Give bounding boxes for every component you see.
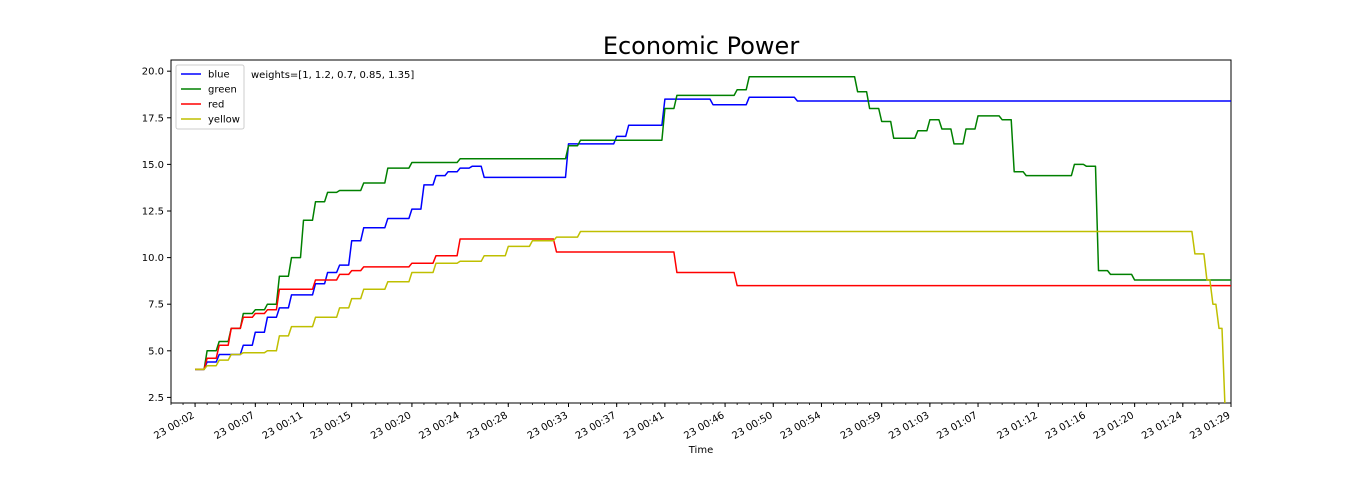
- y-tick-label: 20.0: [142, 67, 164, 78]
- x-tick-label: 23 00:07: [213, 410, 257, 442]
- x-tick-label: 23 00:41: [622, 410, 666, 442]
- series-line-blue: [195, 96, 1231, 371]
- x-tick-label: 23 00:24: [417, 410, 461, 442]
- series-line-red: [195, 238, 1231, 371]
- x-tick-label: 23 01:24: [1140, 410, 1184, 442]
- x-axis-title: Time: [688, 445, 713, 456]
- x-tick-label: 23 01:20: [1092, 410, 1136, 442]
- y-tick-label: 10.0: [142, 253, 164, 264]
- x-tick-label: 23 01:29: [1188, 410, 1232, 442]
- y-tick-label: 5.0: [148, 346, 164, 357]
- weights-annotation: weights=[1, 1.2, 0.7, 0.85, 1.35]: [251, 70, 414, 81]
- x-tick-label: 23 01:07: [935, 410, 979, 442]
- x-tick-label: 23 00:37: [574, 410, 618, 442]
- y-tick-label: 7.5: [148, 300, 164, 311]
- legend-label-yellow: yellow: [208, 115, 240, 126]
- x-tick-label: 23 00:20: [369, 410, 413, 442]
- x-tick-label: 23 00:33: [526, 410, 570, 442]
- x-tick-label: 23 00:54: [779, 410, 823, 442]
- series-layer: [195, 76, 1231, 403]
- legend-label-green: green: [208, 85, 237, 96]
- x-tick-label: 23 00:59: [839, 410, 883, 442]
- series-line-green: [195, 76, 1231, 371]
- x-tick-label: 23 00:50: [731, 410, 775, 442]
- y-tick-label: 2.5: [148, 393, 164, 404]
- x-tick-label: 23 01:16: [1044, 410, 1088, 442]
- legend: blue green red yellow: [175, 64, 245, 130]
- y-axis: 2.5 5.0 7.5 10.0 12.5 15.0 17.5 20.0: [142, 67, 171, 404]
- x-axis: 23 00:02 23 00:07 23 00:11 23 00:15 23 00:20…: [152, 403, 1233, 442]
- x-tick-label: 23 00:02: [152, 410, 196, 442]
- legend-box: [175, 64, 245, 130]
- legend-label-red: red: [208, 100, 224, 111]
- x-tick-label: 23 01:12: [996, 410, 1040, 442]
- x-tick-label: 23 00:46: [682, 410, 726, 442]
- chart-title: Economic Power: [603, 32, 800, 60]
- series-line-yellow: [195, 230, 1226, 403]
- x-tick-label: 23 00:15: [309, 410, 353, 442]
- y-tick-label: 17.5: [142, 113, 164, 124]
- y-tick-label: 12.5: [142, 206, 164, 217]
- x-tick-label: 23 00:28: [466, 410, 510, 442]
- x-tick-label: 23 00:11: [261, 410, 305, 442]
- x-tick-label: 23 01:03: [887, 410, 931, 442]
- y-tick-label: 15.0: [142, 160, 164, 171]
- legend-label-blue: blue: [208, 70, 230, 81]
